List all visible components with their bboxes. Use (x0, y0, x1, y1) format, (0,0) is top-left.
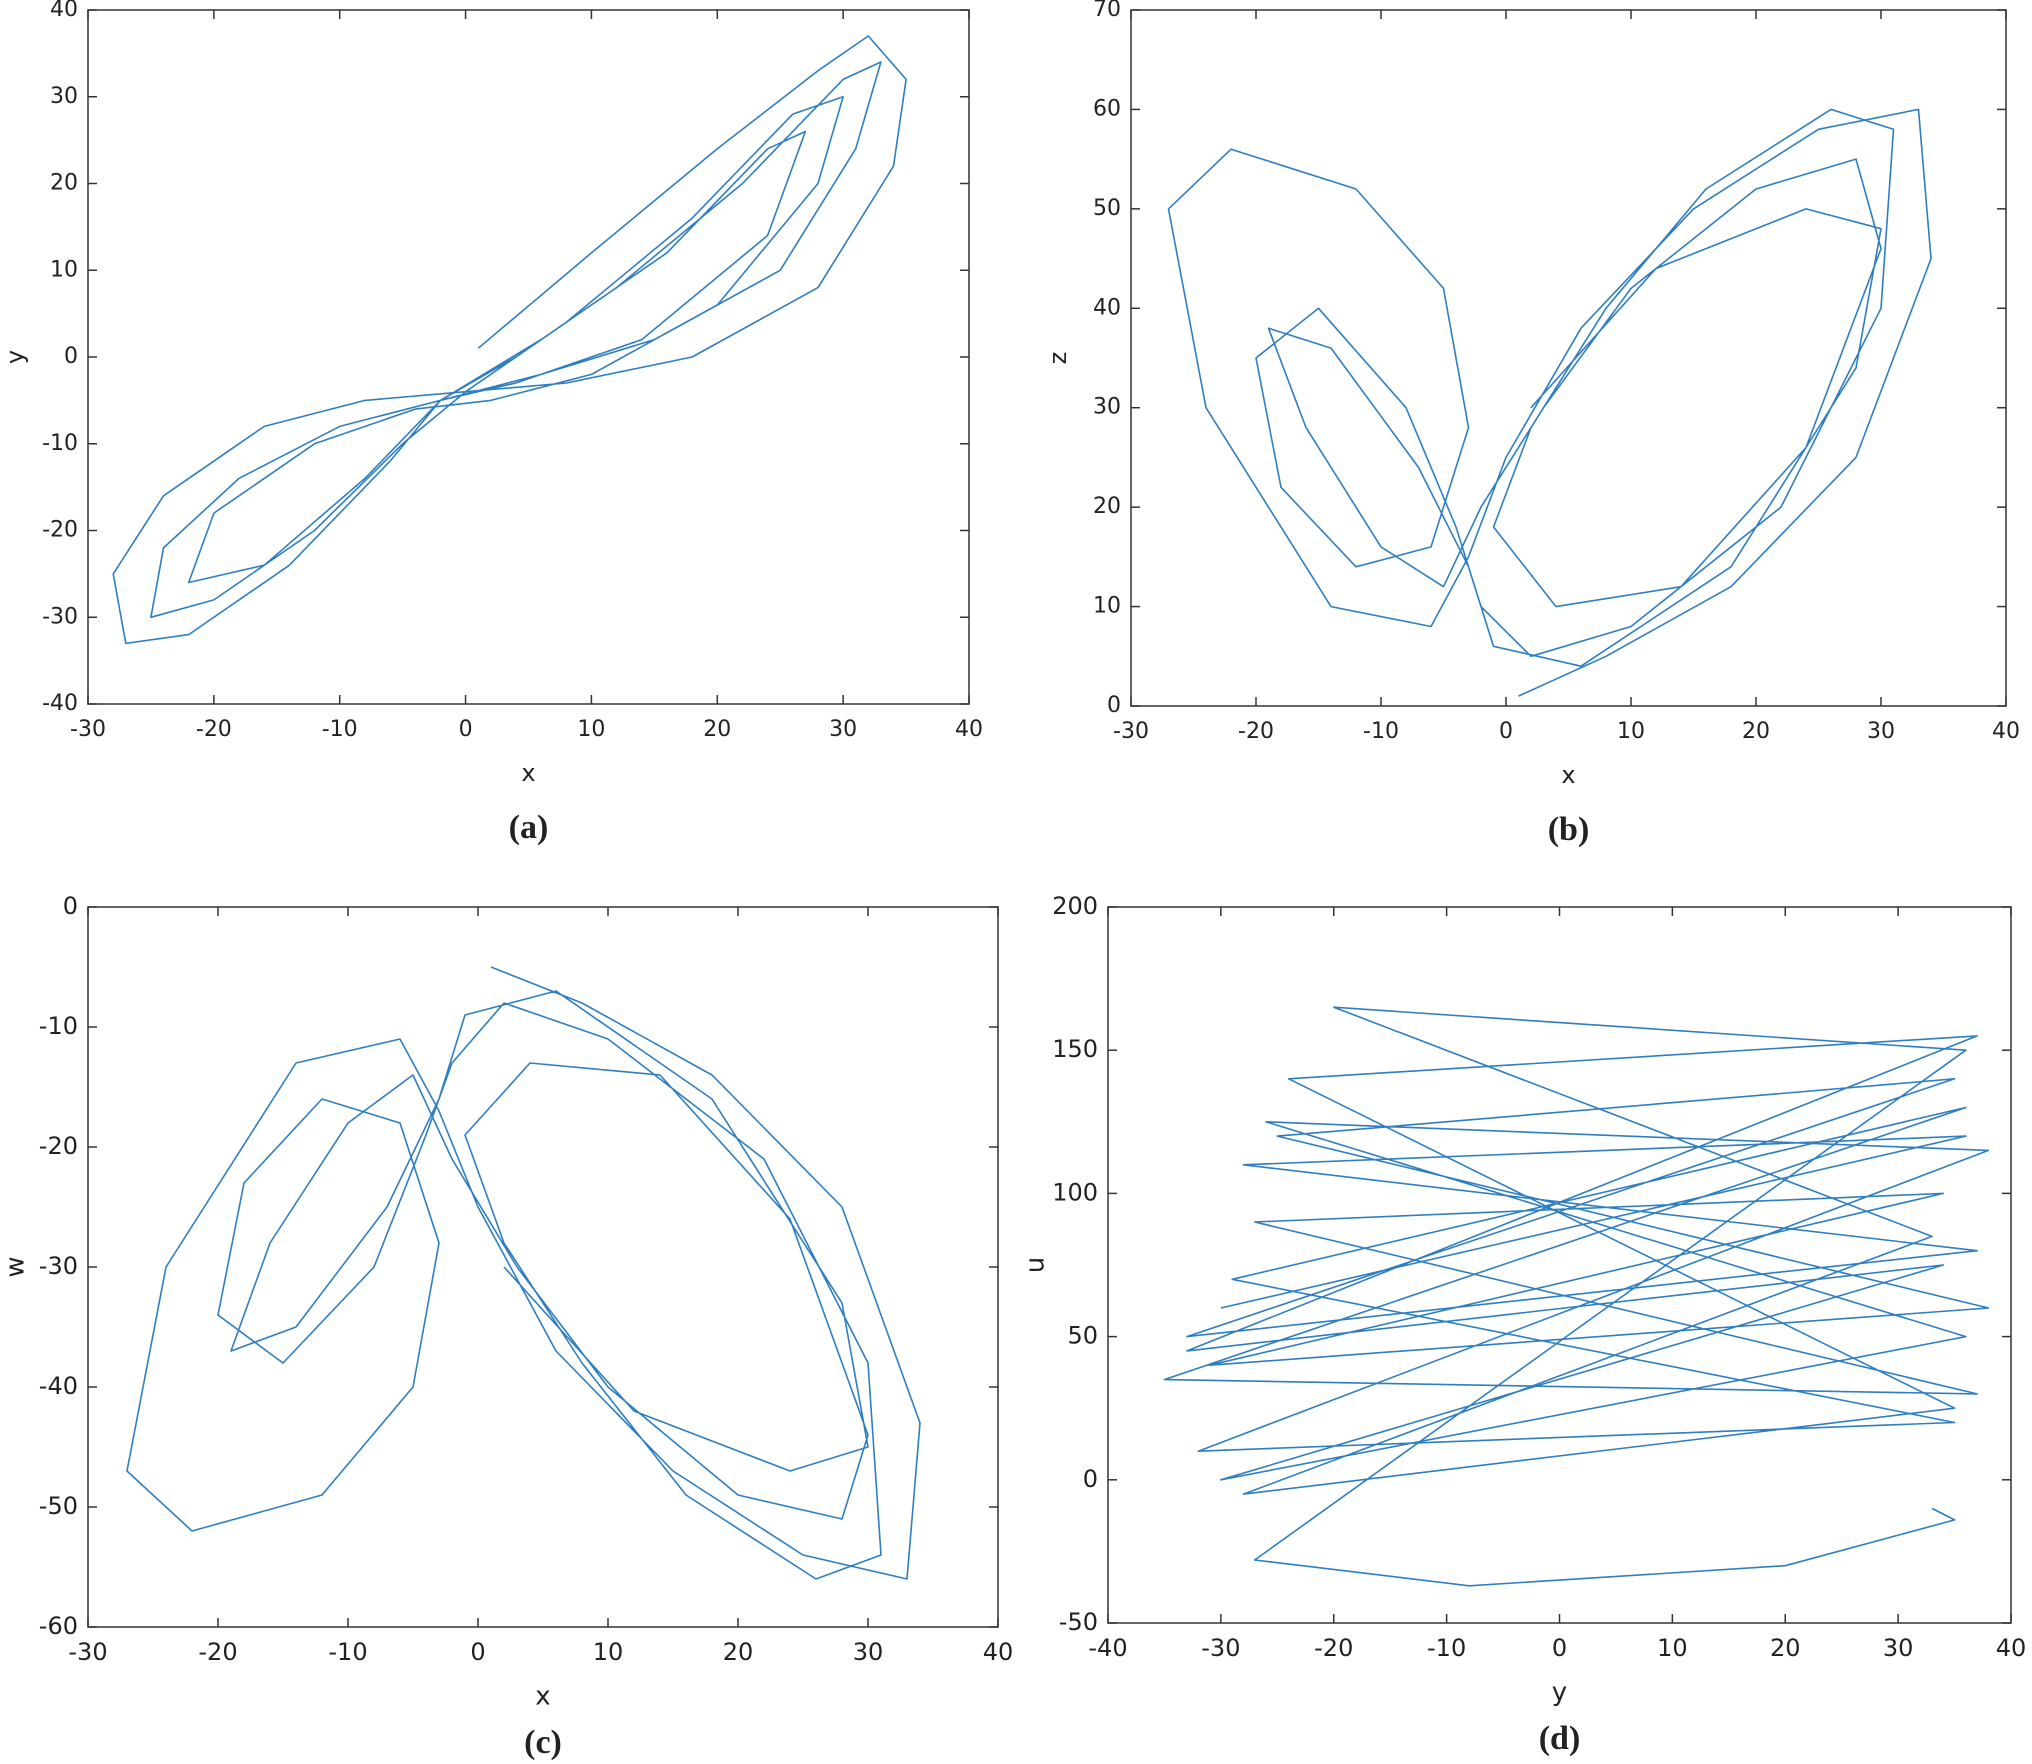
y-tick-label: 150 (1052, 1035, 1098, 1063)
x-tick-label: -10 (322, 717, 358, 742)
y-axis-label: w (1, 1256, 31, 1277)
x-tick-label: 30 (853, 1638, 884, 1666)
y-tick-label: 0 (63, 892, 78, 920)
x-tick-label: 30 (829, 717, 857, 742)
x-tick-label: -40 (1088, 1634, 1127, 1662)
x-tick-label: -30 (70, 717, 106, 742)
plot-frame (1107, 906, 2012, 1624)
y-tick-label: 10 (1093, 594, 1121, 619)
y-tick-label: -40 (42, 691, 78, 716)
trajectory (126, 966, 921, 1580)
x-tick-label: 40 (983, 1638, 1014, 1666)
y-tick-label: -60 (39, 1612, 78, 1640)
y-tick-label: 0 (1083, 1465, 1098, 1493)
x-tick-label: -10 (1427, 1634, 1466, 1662)
x-tick-label: 20 (1770, 1634, 1801, 1662)
y-tick-label: 100 (1052, 1178, 1098, 1206)
x-axis-label: y (1552, 1678, 1567, 1708)
x-axis-label: x (535, 1682, 550, 1712)
panel-caption: (b) (1548, 811, 1590, 848)
x-tick-label: 20 (1742, 719, 1770, 744)
x-tick-label: -10 (1363, 719, 1399, 744)
plot-frame (87, 9, 970, 705)
y-tick-label: 0 (1107, 693, 1121, 718)
x-tick-label: 10 (1657, 1634, 1688, 1662)
y-tick-label: 50 (1067, 1322, 1098, 1350)
trajectory (1167, 108, 1932, 697)
x-axis-label: x (521, 759, 535, 787)
x-tick-label: -20 (196, 717, 232, 742)
y-axis-label: y (1, 350, 29, 364)
x-tick-label: 0 (1552, 1634, 1567, 1662)
y-axis-label: z (1044, 352, 1072, 365)
x-tick-label: 10 (577, 717, 605, 742)
y-tick-label: 60 (1093, 96, 1121, 121)
x-tick-label: 0 (459, 717, 473, 742)
y-tick-label: -20 (39, 1132, 78, 1160)
panel-caption: (c) (524, 1724, 562, 1761)
panel-caption: (a) (509, 809, 549, 846)
x-tick-label: 0 (1499, 719, 1513, 744)
y-tick-label: -30 (42, 604, 78, 629)
y-tick-label: -50 (39, 1492, 78, 1520)
x-tick-label: -30 (1201, 1634, 1240, 1662)
x-tick-label: -10 (328, 1638, 367, 1666)
y-tick-label: -20 (42, 518, 78, 543)
y-tick-label: 200 (1052, 892, 1098, 920)
panel-caption: (d) (1539, 1720, 1581, 1757)
y-tick-label: 50 (1093, 196, 1121, 221)
x-tick-label: -20 (1238, 719, 1274, 744)
x-axis-label: x (1561, 761, 1575, 789)
trajectory (1163, 1006, 1990, 1587)
y-tick-label: -10 (39, 1012, 78, 1040)
x-tick-label: 40 (1996, 1634, 2027, 1662)
x-tick-label: -30 (1113, 719, 1149, 744)
plot-frame (87, 906, 999, 1628)
y-tick-label: -10 (42, 431, 78, 456)
y-tick-label: -50 (1059, 1608, 1098, 1636)
y-tick-label: 70 (1093, 0, 1121, 22)
x-tick-label: 40 (955, 717, 983, 742)
x-tick-label: 30 (1883, 1634, 1914, 1662)
y-tick-label: 40 (50, 0, 78, 22)
y-tick-label: -30 (39, 1252, 78, 1280)
plot-frame (1130, 9, 2007, 707)
y-tick-label: 20 (50, 171, 78, 196)
y-tick-label: 30 (1093, 395, 1121, 420)
y-tick-label: 40 (1093, 295, 1121, 320)
y-tick-label: 10 (50, 257, 78, 282)
x-tick-label: 30 (1867, 719, 1895, 744)
x-tick-label: 10 (1617, 719, 1645, 744)
y-tick-label: 20 (1093, 494, 1121, 519)
x-tick-label: -30 (68, 1638, 107, 1666)
x-tick-label: 40 (1992, 719, 2020, 744)
y-tick-label: 30 (50, 84, 78, 109)
x-tick-label: -20 (198, 1638, 237, 1666)
x-tick-label: 20 (703, 717, 731, 742)
x-tick-label: 0 (470, 1638, 485, 1666)
x-tick-label: 10 (593, 1638, 624, 1666)
x-tick-label: 20 (723, 1638, 754, 1666)
y-tick-label: 0 (64, 344, 78, 369)
x-tick-label: -20 (1314, 1634, 1353, 1662)
y-axis-label: u (1021, 1257, 1051, 1273)
trajectory (112, 35, 907, 645)
y-tick-label: -40 (39, 1372, 78, 1400)
